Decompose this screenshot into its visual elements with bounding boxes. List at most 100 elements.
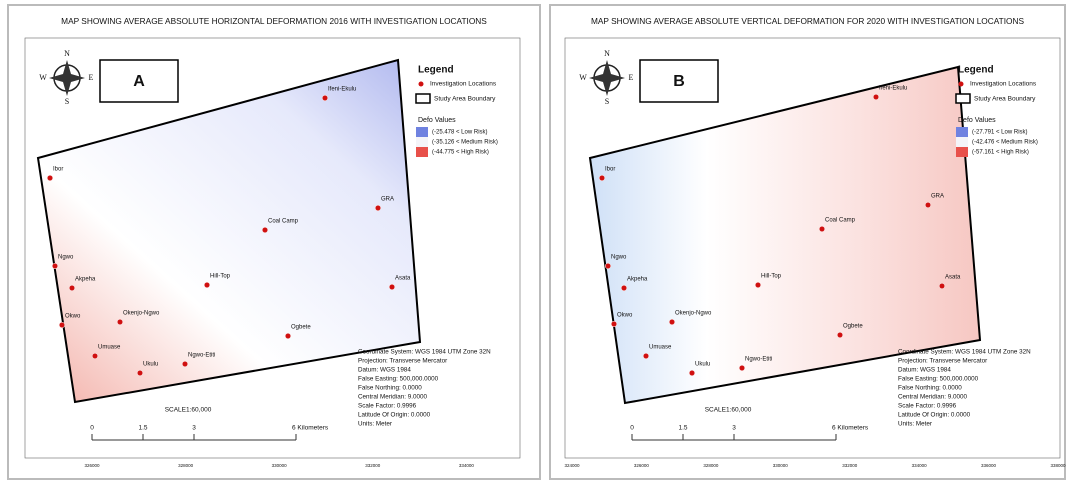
map-info: Projection: Transverse Mercator (358, 358, 447, 365)
legend-dot (959, 82, 964, 87)
legend-box (956, 94, 970, 103)
x-coordinate: 332000 (842, 463, 858, 468)
map-info: False Northing: 0.0000 (898, 385, 962, 392)
location-label: Okenjo-Ngwo (675, 311, 712, 317)
scale-label: 1.5 (138, 425, 147, 432)
legend-item: Investigation Locations (970, 81, 1037, 88)
legend-item: Study Area Boundary (974, 96, 1036, 103)
location-dot (375, 205, 381, 211)
location-dot (47, 175, 53, 181)
x-coordinate: 330000 (272, 463, 288, 468)
location-label: Ngwo-Etiti (188, 353, 215, 359)
x-coordinate: 338000 (1050, 463, 1066, 468)
location-dot (925, 202, 931, 208)
scale-label: 3 (732, 425, 736, 432)
map-info: Central Meridian: 9.0000 (898, 394, 967, 401)
map-info: Coordinate System: WGS 1984 UTM Zone 32N (898, 349, 1031, 356)
scale-label: 3 (192, 425, 196, 432)
location-dot (69, 285, 75, 291)
x-coordinate: 326000 (634, 463, 650, 468)
map-info: Scale Factor: 0.9996 (898, 403, 957, 410)
location-label: Umuase (98, 345, 121, 351)
scale-label: 6 Kilometers (292, 425, 329, 432)
defo-swatch (956, 137, 968, 147)
defo-range: (-27.791 < Low Risk) (972, 130, 1028, 136)
x-coordinate: 336000 (981, 463, 997, 468)
x-coordinate: 328000 (703, 463, 719, 468)
location-label: Ngwo (611, 255, 627, 261)
location-label: Ibor (53, 167, 63, 173)
map-info: False Easting: 500,000.0000 (898, 376, 979, 383)
location-dot (611, 321, 617, 327)
compass-letter: S (65, 97, 69, 106)
map-info: Datum: WGS 1984 (358, 367, 411, 374)
location-label: Ogbete (843, 324, 863, 330)
compass-letter: W (579, 73, 587, 82)
location-label: Coal Camp (268, 219, 299, 225)
location-label: Ukulu (143, 362, 158, 368)
scale-label: 1.5 (678, 425, 687, 432)
location-dot (182, 361, 188, 367)
location-dot (837, 332, 843, 338)
location-dot (621, 285, 627, 291)
map-info: Central Meridian: 9.0000 (358, 394, 427, 401)
location-label: Okenjo-Ngwo (123, 311, 160, 317)
map-info: Units: Meter (358, 421, 392, 428)
location-dot (52, 263, 58, 269)
location-dot (739, 365, 745, 371)
location-dot (873, 94, 879, 100)
location-label: Ngwo-Etiti (745, 357, 772, 363)
defo-title: Defo Values (418, 117, 456, 124)
location-dot (137, 370, 143, 376)
map-info: Projection: Transverse Mercator (898, 358, 987, 365)
x-coordinate: 326000 (84, 463, 100, 468)
compass-letter: E (629, 73, 634, 82)
x-coordinate: 334000 (912, 463, 928, 468)
compass-letter: E (89, 73, 94, 82)
x-coordinate: 328000 (178, 463, 194, 468)
map-info: False Northing: 0.0000 (358, 385, 422, 392)
map-info: Datum: WGS 1984 (898, 367, 951, 374)
location-dot (322, 95, 328, 101)
compass-letter: N (64, 49, 70, 58)
location-label: Asata (395, 276, 411, 282)
location-dot (689, 370, 695, 376)
location-label: Asata (945, 275, 961, 281)
map-info: Latitude Of Origin: 0.0000 (898, 412, 971, 419)
scale-label: 0 (630, 425, 634, 432)
compass-letter: W (39, 73, 47, 82)
location-dot (939, 283, 945, 289)
x-coordinate: 324000 (564, 463, 580, 468)
defo-range: (-25.478 < Low Risk) (432, 130, 488, 136)
defo-swatch (956, 147, 968, 157)
location-dot (669, 319, 675, 325)
panel-label: B (673, 73, 685, 90)
x-coordinate: 330000 (773, 463, 789, 468)
location-label: Okwo (617, 313, 633, 319)
compass-letter: S (605, 97, 609, 106)
map-info: Coordinate System: WGS 1984 UTM Zone 32N (358, 349, 491, 356)
location-label: Hill-Top (210, 274, 231, 280)
location-dot (59, 322, 65, 328)
location-label: Akpeha (627, 277, 648, 283)
defo-swatch (416, 127, 428, 137)
location-label: Ifeni-Ekulu (879, 86, 907, 92)
map-info: Scale Factor: 0.9996 (358, 403, 417, 410)
scale-label: 6 Kilometers (832, 425, 869, 432)
location-label: Ibor (605, 167, 615, 173)
figure: MAP SHOWING AVERAGE ABSOLUTE HORIZONTAL … (0, 0, 1070, 484)
location-dot (605, 263, 611, 269)
location-label: Umuase (649, 345, 672, 351)
location-label: Akpeha (75, 277, 96, 283)
location-dot (599, 175, 605, 181)
location-label: GRA (381, 197, 394, 203)
scale-label: 0 (90, 425, 94, 432)
defo-swatch (416, 147, 428, 157)
panel-title: MAP SHOWING AVERAGE ABSOLUTE HORIZONTAL … (61, 16, 487, 26)
defo-swatch (956, 127, 968, 137)
map-info: Units: Meter (898, 421, 932, 428)
defo-range: (-35.126 < Medium Risk) (432, 140, 498, 146)
location-dot (262, 227, 268, 233)
defo-range: (-42.476 < Medium Risk) (972, 140, 1038, 146)
location-label: Okwo (65, 314, 81, 320)
